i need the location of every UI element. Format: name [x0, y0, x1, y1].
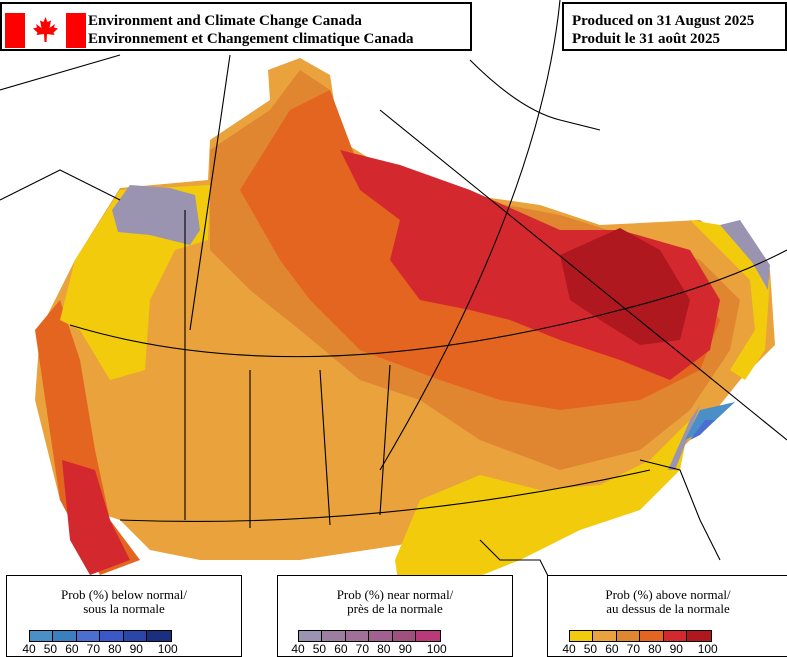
- legend-swatch-70-80: [100, 631, 124, 641]
- legend-swatch-60-70: [76, 631, 101, 641]
- legend-swatch-80-90: [123, 631, 148, 641]
- zone-great-lakes-yellow: [395, 420, 690, 595]
- canada-flag-icon: [5, 13, 86, 48]
- legend-tick: 60: [605, 642, 619, 656]
- legend-ticks: 40 50 60 70 80 90 100: [22, 642, 177, 656]
- legend-color-bar: [298, 630, 441, 642]
- legend-color-bar: [569, 630, 712, 642]
- legend-title: Prob (%) above normal/ au dessus de la n…: [548, 588, 787, 616]
- legend-swatch-80-90: [663, 631, 688, 641]
- agency-name-en: Environment and Climate Change Canada: [88, 13, 362, 29]
- zone-west-coast-darkred: [62, 460, 130, 575]
- political-boundaries: [0, 0, 787, 601]
- legend-swatch-70-80: [640, 631, 664, 641]
- legend-tick: 80: [108, 642, 122, 656]
- zone-below-normal-atlantic-core: [690, 420, 715, 440]
- legend-title-fr: près de la normale: [347, 601, 443, 616]
- legend-tick: 60: [334, 642, 348, 656]
- legend-swatch-50-60: [593, 631, 617, 641]
- legend-tick: 90: [398, 642, 412, 656]
- legend-tick: 50: [583, 642, 598, 656]
- legend-below-normal: Prob (%) below normal/ sous la normale 4…: [6, 575, 242, 657]
- legend-tick: 50: [312, 642, 327, 656]
- legend-above-normal: Prob (%) above normal/ au dessus de la n…: [547, 575, 787, 657]
- legend-swatch-60-70: [345, 631, 370, 641]
- zone-near-normal-alaska: [112, 185, 200, 245]
- legend-tick: 70: [626, 642, 641, 656]
- legend-near-normal: Prob (%) near normal/ près de la normale…: [277, 575, 513, 657]
- legend-swatch-50-60: [322, 631, 346, 641]
- legend-swatch-90-100: [687, 631, 711, 641]
- zone-above-90-100: [560, 228, 690, 345]
- legend-ticks: 40 50 60 70 80 90 100: [291, 642, 446, 656]
- legend-tick: 80: [377, 642, 391, 656]
- legend-color-bar: [29, 630, 172, 642]
- legend-title-en: Prob (%) above normal/: [605, 587, 731, 602]
- legend-tick: 40: [22, 642, 36, 656]
- legend-title: Prob (%) below normal/ sous la normale: [7, 588, 241, 616]
- legend-tick: 60: [65, 642, 79, 656]
- legend-title-fr: sous la normale: [83, 601, 165, 616]
- legend-swatch-90-100: [147, 631, 171, 641]
- legend-title: Prob (%) near normal/ près de la normale: [278, 588, 512, 616]
- legend-swatch-40-50: [30, 631, 54, 641]
- legend-tick: 50: [43, 642, 58, 656]
- legend-title-fr: au dessus de la normale: [606, 601, 730, 616]
- legend-swatch-90-100: [416, 631, 440, 641]
- legend-swatch-60-70: [616, 631, 641, 641]
- legend-tick: 90: [129, 642, 143, 656]
- legend-swatch-80-90: [392, 631, 417, 641]
- legend-title-en: Prob (%) near normal/: [336, 587, 454, 602]
- legend-tick: 100: [157, 642, 178, 656]
- production-date-box: Produced on 31 August 2025 Produit le 31…: [562, 2, 787, 51]
- legend-tick: 40: [562, 642, 576, 656]
- legend-tick: 70: [355, 642, 370, 656]
- zone-east-yellow: [690, 220, 770, 380]
- zone-near-normal-labrador: [720, 220, 770, 290]
- legend-tick: 90: [669, 642, 683, 656]
- legend-swatch-50-60: [53, 631, 77, 641]
- zone-near-normal-atlantic: [668, 405, 700, 470]
- produced-date-en: Produced on 31 August 2025: [572, 13, 755, 29]
- legend-tick: 70: [86, 642, 101, 656]
- zone-west-coast-red: [35, 300, 140, 575]
- legend-tick: 100: [697, 642, 718, 656]
- agency-name-fr: Environnement et Changement climatique C…: [88, 31, 414, 47]
- legend-title-en: Prob (%) below normal/: [60, 587, 187, 602]
- legend-ticks: 40 50 60 70 80 90 100: [562, 642, 717, 656]
- legend-swatch-40-50: [299, 631, 323, 641]
- legend-tick: 100: [426, 642, 447, 656]
- produced-date-fr: Produit le 31 août 2025: [572, 31, 721, 47]
- legend-tick: 80: [648, 642, 662, 656]
- legend-swatch-40-50: [570, 631, 594, 641]
- legend-tick: 40: [291, 642, 305, 656]
- legend-swatch-70-80: [369, 631, 393, 641]
- agency-title-box: Environment and Climate Change Canada En…: [0, 2, 472, 51]
